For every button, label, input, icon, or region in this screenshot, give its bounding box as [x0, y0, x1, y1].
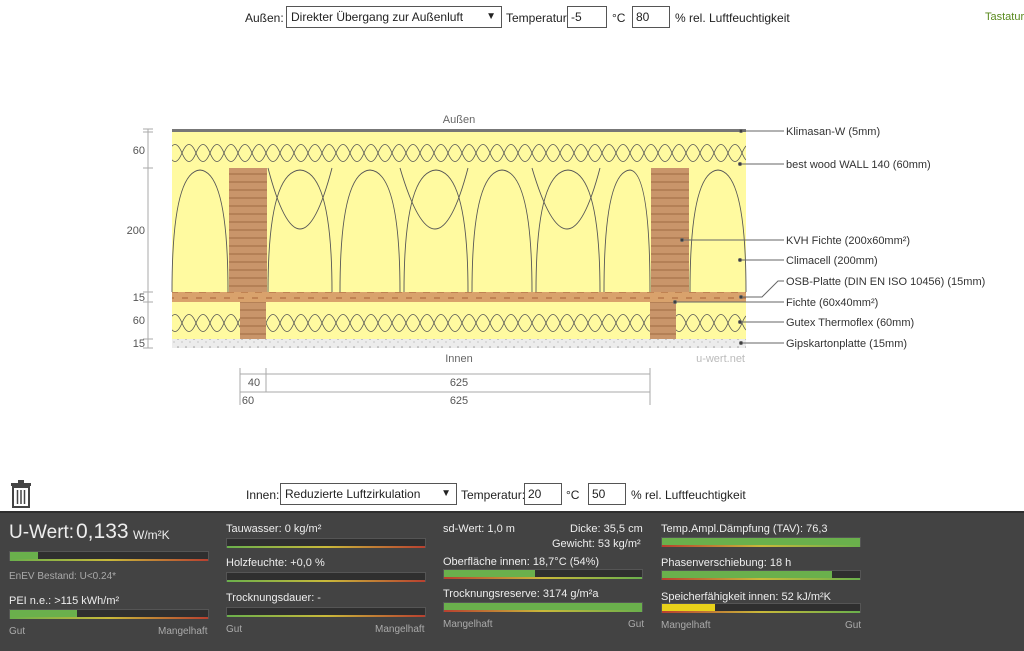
scale-bad: Mangelhaft [661, 620, 711, 631]
speicher-bar-fill [662, 604, 716, 612]
dimension-label: 40 [248, 377, 260, 389]
outside-temperature-unit: °C [612, 11, 626, 25]
inside-condition-select[interactable]: Reduzierte Luftzirkulation ▼ [280, 483, 457, 505]
inside-label: Innen: [246, 488, 280, 502]
uwert-bar-fill [10, 552, 38, 560]
phase-bar [661, 570, 861, 580]
batten-fichte-left [240, 302, 266, 339]
outside-conditions-row: Außen: Direkter Übergang zur Außenluft ▼… [0, 6, 1024, 30]
dimension-label: 625 [450, 395, 468, 407]
oberflaeche-label: Oberfläche innen: 18,7°C (54%) [443, 556, 600, 568]
layer-label[interactable]: Klimasan-W (5mm) [786, 126, 880, 138]
trocknungsreserve-bar-fill [444, 603, 642, 611]
inside-humidity-input[interactable]: 50 [588, 483, 626, 505]
layer-label[interactable]: KVH Fichte (200x60mm²) [786, 235, 910, 247]
results-panel: U-Wert: 0,133 W/m²K EnEV Bestand: U<0.24… [0, 511, 1024, 651]
trocknungsreserve-label: Trocknungsreserve: 3174 g/m²a [443, 588, 599, 600]
inside-temperature-unit: °C [566, 488, 580, 502]
outside-humidity-label: % rel. Luftfeuchtigkeit [675, 11, 790, 25]
holzfeuchte-bar [226, 572, 426, 582]
thickness-label: 15 [133, 338, 145, 350]
layer-label[interactable]: Climacell (200mm) [786, 255, 878, 267]
uwert-bar [9, 551, 209, 561]
inside-condition-value: Reduzierte Luftzirkulation [285, 487, 421, 501]
inside-temperature-input[interactable]: 20 [524, 483, 562, 505]
layer-label[interactable]: Fichte (60x40mm²) [786, 297, 878, 309]
tav-label: Temp.Ampl.Dämpfung (TAV): 76,3 [661, 523, 828, 535]
scale-good: Gut [9, 626, 26, 637]
layer-climacell [172, 168, 746, 292]
dimension-label: 625 [450, 377, 468, 389]
outside-label: Außen: [245, 11, 284, 25]
gewicht-label: Gewicht: 53 kg/m² [552, 538, 641, 550]
wall-construction-diagram: Außen Innen u-wert.net 60 200 15 60 15 [127, 114, 986, 407]
thickness-label: 60 [133, 145, 145, 157]
speicher-bar [661, 603, 861, 613]
layer-label[interactable]: OSB-Platte (DIN EN ISO 10456) (15mm) [786, 276, 985, 288]
scale-good: Gut [628, 619, 645, 630]
trash-icon[interactable] [10, 480, 32, 508]
pei-bar-fill [10, 610, 78, 618]
inside-temperature-label: Temperatur: [461, 488, 526, 502]
thickness-label: 60 [133, 315, 145, 327]
thickness-label: 200 [127, 225, 145, 237]
uwert-label: U-Wert: [9, 522, 75, 543]
dicke-label: Dicke: 35,5 cm [570, 523, 643, 535]
oberflaeche-bar [443, 569, 643, 579]
outside-temperature-label: Temperatur: [506, 11, 571, 25]
trocknungsreserve-bar [443, 602, 643, 612]
trocknungsdauer-label: Trocknungsdauer: - [226, 592, 321, 604]
phase-bar-fill [662, 571, 833, 579]
climacell-bulbs [171, 167, 747, 293]
holzfeuchte-label: Holzfeuchte: +0,0 % [226, 557, 325, 569]
layer-osb [172, 292, 746, 302]
tav-bar [661, 537, 861, 547]
dimension-label: 60 [242, 395, 254, 407]
stud-kvh-right [651, 168, 689, 292]
thickness-label: 15 [133, 292, 145, 304]
oberflaeche-bar-fill [444, 570, 536, 578]
outside-temperature-input[interactable]: -5 [567, 6, 607, 28]
layer-label[interactable]: Gutex Thermoflex (60mm) [786, 317, 914, 329]
outside-condition-select[interactable]: Direkter Übergang zur Außenluft ▼ [286, 6, 502, 28]
inside-conditions-row: Innen: Reduzierte Luftzirkulation ▼ Temp… [0, 483, 1024, 507]
scale-bad: Mangelhaft [158, 626, 208, 637]
uwert-value: 0,133 [76, 520, 129, 543]
phase-label: Phasenverschiebung: 18 h [661, 557, 792, 569]
pei-label: PEI n.e.: >115 kWh/m² [9, 595, 120, 607]
outside-humidity-input[interactable]: 80 [632, 6, 670, 28]
speicher-label: Speicherfähigkeit innen: 52 kJ/m²K [661, 591, 831, 603]
scale-good: Gut [226, 624, 243, 635]
layer-best-wood [172, 132, 746, 168]
scale-bad: Mangelhaft [443, 619, 493, 630]
enev-note: EnEV Bestand: U<0.24* [9, 571, 117, 582]
sd-wert-label: sd-Wert: 1,0 m [443, 523, 515, 535]
batten-fichte-right [650, 302, 676, 339]
uwert-unit: W/m²K [133, 528, 170, 542]
tauwasser-label: Tauwasser: 0 kg/m² [226, 523, 322, 535]
scale-bad: Mangelhaft [375, 624, 425, 635]
tav-bar-fill [662, 538, 860, 546]
stud-kvh-left [229, 168, 267, 292]
scale-good: Gut [845, 620, 862, 631]
layer-label[interactable]: Gipskartonplatte (15mm) [786, 338, 907, 350]
inside-humidity-label: % rel. Luftfeuchtigkeit [631, 488, 746, 502]
outside-caption: Außen [443, 114, 475, 126]
trocknungsdauer-bar [226, 607, 426, 617]
layer-gipskarton [172, 339, 746, 348]
tauwasser-bar [226, 538, 426, 548]
layer-klimasan [172, 129, 746, 132]
pei-bar [9, 609, 209, 619]
keyboard-link[interactable]: Tastatur [985, 11, 1024, 23]
outside-condition-value: Direkter Übergang zur Außenluft [291, 10, 464, 24]
dropdown-arrow-icon: ▼ [441, 488, 451, 499]
inside-caption: Innen [445, 353, 473, 365]
watermark: u-wert.net [696, 353, 745, 365]
dropdown-arrow-icon: ▼ [486, 11, 496, 22]
layer-label[interactable]: best wood WALL 140 (60mm) [786, 159, 931, 171]
